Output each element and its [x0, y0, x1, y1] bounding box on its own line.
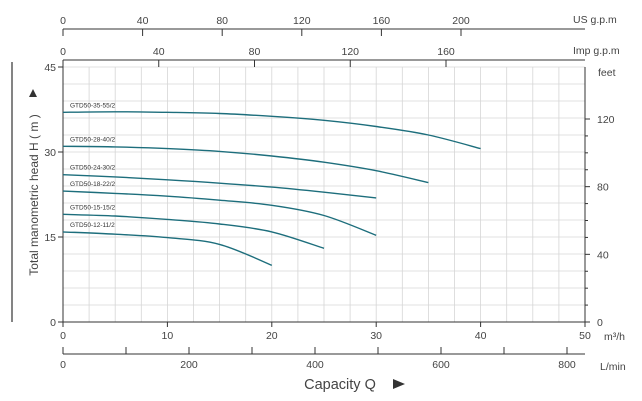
x-tick-label: 30 — [370, 330, 382, 342]
y-tick-label: 0 — [50, 317, 56, 329]
imp-gpm-axis-tick-label: 40 — [153, 46, 165, 58]
feet-tick-label: 40 — [597, 249, 609, 261]
us-gpm-axis-tick-label: 0 — [60, 15, 66, 27]
lmin-axis-tick-label: 400 — [306, 359, 324, 371]
curve-label: GTD50-18-22/2 — [70, 181, 116, 188]
feet-tick-label: 80 — [597, 182, 609, 194]
x-axis-arrow-icon — [393, 379, 405, 389]
curve-gtd50-15-15/2 — [62, 213, 325, 249]
right-axis-unit: feet — [598, 67, 616, 79]
x-unit-label: m³/h — [604, 331, 625, 343]
feet-tick-label: 120 — [597, 114, 615, 126]
us-gpm-axis-tick-label: 120 — [293, 15, 311, 27]
us-gpm-axis-tick-label: 40 — [137, 15, 149, 27]
lmin-axis-tick-label: 800 — [558, 359, 576, 371]
curve-gtd50-24-30/2 — [62, 174, 377, 199]
us-gpm-axis-tick-label: 160 — [373, 15, 391, 27]
y-axis-label: Total manometric head H ( m ) — [27, 114, 41, 275]
curve-label: GTD50-35-55/2 — [70, 102, 116, 109]
curve-gtd50-18-22/2 — [62, 190, 377, 236]
feet-tick-label: 0 — [597, 317, 603, 329]
imp-gpm-axis-tick-label: 80 — [249, 46, 261, 58]
y-tick-label: 30 — [44, 147, 56, 159]
curve-gtd50-28-40/2 — [62, 145, 429, 184]
x-axis-label: Capacity Q — [304, 377, 376, 393]
imp-gpm-axis-tick-label: 120 — [341, 46, 359, 58]
plot-frame — [11, 62, 586, 323]
curve-gtd50-35-55/2 — [62, 111, 481, 150]
x-tick-label: 10 — [162, 330, 174, 342]
imp-gpm-unit: Imp g.p.m — [573, 45, 620, 57]
curve-label: GTD50-24-30/2 — [70, 165, 116, 172]
curve-labels: GTD50-35-55/2 GTD50-28-40/2 GTD50-24-30/2 G… — [70, 102, 116, 229]
tick-labels: 0 10 20 30 40 50 0 15 30 45 — [44, 62, 591, 342]
us-gpm-unit: US g.p.m — [573, 14, 617, 26]
lmin-axis-tick-label: 200 — [180, 359, 198, 371]
x-tick-label: 40 — [475, 330, 487, 342]
us-gpm-axis-tick-label: 80 — [216, 15, 228, 27]
curve-label: GTD50-12-11/2 — [70, 222, 115, 229]
lmin-unit: L/min — [600, 361, 626, 373]
x-tick-label: 0 — [60, 330, 66, 342]
lmin-axis-tick-label: 600 — [432, 359, 450, 371]
y-tick-label: 15 — [44, 232, 56, 244]
us-gpm-axis-tick-label: 200 — [452, 15, 470, 27]
curve-gtd50-12-11/2 — [62, 231, 273, 266]
x-tick-label: 50 — [579, 330, 591, 342]
curve-label: GTD50-15-15/2 — [70, 204, 116, 211]
curve-label: GTD50-28-40/2 — [70, 136, 116, 143]
y-tick-label: 45 — [44, 62, 56, 74]
x-tick-label: 20 — [266, 330, 278, 342]
lmin-axis-tick-label: 0 — [60, 359, 66, 371]
imp-gpm-axis-tick-label: 160 — [437, 46, 455, 58]
y-axis-arrow-icon — [29, 89, 37, 97]
imp-gpm-axis-tick-label: 0 — [60, 46, 66, 58]
curves — [62, 111, 481, 266]
